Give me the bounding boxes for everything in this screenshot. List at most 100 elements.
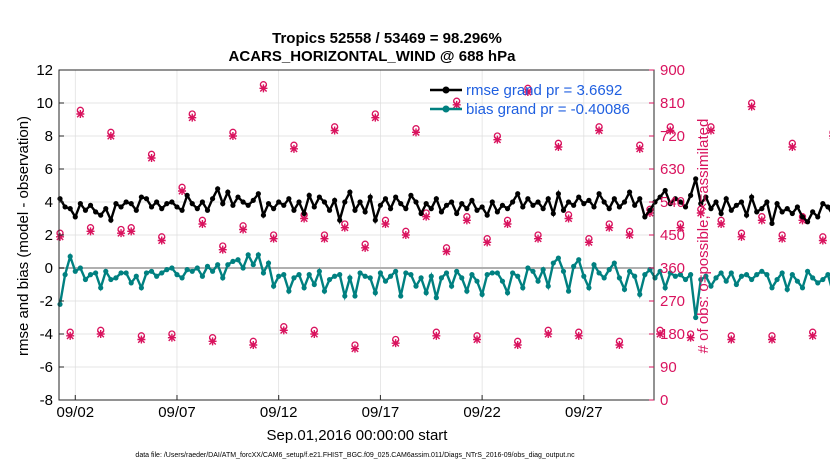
obs-assimilated-point bbox=[167, 333, 176, 342]
bias-point bbox=[204, 263, 211, 269]
bias-point bbox=[754, 272, 760, 278]
y-tick-label-left: 6 bbox=[45, 161, 53, 178]
obs-assimilated-point bbox=[656, 330, 665, 338]
rmse-point bbox=[677, 199, 684, 205]
x-tick-label: 09/02 bbox=[57, 404, 95, 421]
bias-point bbox=[713, 275, 719, 281]
bias-point bbox=[209, 268, 216, 274]
y-tick-label-left: -8 bbox=[40, 392, 53, 409]
rmse-point bbox=[799, 214, 806, 220]
rmse-point bbox=[764, 199, 770, 205]
rmse-point bbox=[733, 202, 739, 208]
rmse-point bbox=[98, 212, 104, 218]
rmse-point bbox=[743, 212, 750, 218]
bias-point bbox=[657, 268, 663, 274]
bias-point bbox=[789, 272, 795, 278]
bias-point bbox=[133, 273, 139, 279]
bias-point bbox=[352, 293, 358, 299]
rmse-point bbox=[220, 201, 226, 207]
obs-assimilated-series bbox=[56, 84, 830, 353]
x-tick-label: 09/22 bbox=[463, 404, 501, 421]
rmse-point bbox=[810, 209, 816, 215]
bias-point bbox=[820, 276, 826, 283]
rmse-point bbox=[754, 209, 760, 215]
rmse-point bbox=[408, 192, 414, 198]
bias-point bbox=[108, 276, 114, 283]
obs-assimilated-point bbox=[279, 326, 288, 335]
obs-assimilated-point bbox=[767, 335, 776, 344]
bias-point bbox=[759, 268, 765, 274]
bias-point bbox=[743, 272, 750, 278]
rmse-point bbox=[586, 197, 592, 203]
bias-point bbox=[306, 272, 312, 278]
bias-point bbox=[672, 273, 678, 279]
rmse-point bbox=[693, 176, 699, 182]
rmse-point bbox=[682, 204, 689, 210]
x-axis: 09/02 09/07 09/12 09/17 09/22 09/27 bbox=[57, 395, 603, 421]
bias-point bbox=[72, 268, 78, 274]
bias-point bbox=[677, 272, 684, 278]
y-tick-label-left: 10 bbox=[36, 95, 53, 112]
obs-assimilated-point bbox=[686, 333, 695, 342]
bias-point bbox=[347, 275, 353, 281]
rmse-point bbox=[204, 207, 211, 213]
rmse-point bbox=[337, 217, 343, 223]
bias-point bbox=[510, 270, 516, 276]
bias-point bbox=[448, 283, 455, 289]
rmse-point bbox=[454, 210, 460, 217]
rmse-point bbox=[489, 199, 495, 205]
rmse-point bbox=[637, 196, 643, 202]
rmse-point bbox=[352, 207, 358, 213]
obs-assimilated-point bbox=[584, 238, 593, 247]
rmse-point bbox=[230, 202, 236, 208]
rmse-point bbox=[510, 199, 516, 205]
rmse-point bbox=[286, 196, 292, 202]
obs-assimilated-point bbox=[208, 337, 217, 346]
bias-point bbox=[611, 260, 617, 266]
rmse-point bbox=[133, 207, 139, 213]
bias-point bbox=[179, 275, 185, 281]
bias-point bbox=[93, 270, 99, 276]
obs-assimilated-point bbox=[727, 335, 736, 344]
rmse-point bbox=[209, 196, 216, 202]
legend-bias-label: bias grand pr = -0.40086 bbox=[466, 101, 630, 118]
obs-assimilated-point bbox=[788, 143, 797, 151]
bias-point bbox=[586, 285, 592, 291]
bias-point bbox=[215, 262, 221, 268]
bias-point bbox=[428, 273, 434, 279]
rmse-point bbox=[718, 210, 724, 217]
bias-point bbox=[576, 257, 582, 263]
bias-point bbox=[642, 272, 648, 278]
x-tick-label: 09/07 bbox=[158, 404, 196, 421]
rmse-point bbox=[738, 199, 745, 205]
rmse-point bbox=[708, 206, 714, 212]
obs-assimilated-point bbox=[666, 126, 675, 135]
obs-assimilated-point bbox=[218, 245, 227, 254]
rmse-point bbox=[515, 191, 521, 197]
bias-point bbox=[520, 285, 526, 291]
bias-point bbox=[438, 275, 445, 281]
obs-assimilated-point bbox=[645, 209, 654, 217]
obs-assimilated-point bbox=[625, 231, 634, 239]
rmse-point bbox=[535, 199, 541, 205]
bias-point bbox=[525, 265, 531, 271]
rmse-point bbox=[723, 196, 729, 202]
bias-point bbox=[276, 273, 282, 279]
obs-assimilated-point bbox=[117, 229, 126, 238]
obs-assimilated-point bbox=[717, 220, 726, 228]
rmse-point bbox=[291, 207, 297, 213]
bias-point bbox=[596, 270, 602, 276]
bias-point bbox=[372, 290, 378, 296]
x-tick-label: 09/17 bbox=[362, 404, 400, 421]
bias-point bbox=[138, 285, 144, 291]
bias-point bbox=[321, 288, 328, 294]
rmse-point bbox=[118, 204, 124, 210]
bias-point bbox=[489, 270, 495, 276]
rmse-point bbox=[576, 194, 582, 200]
rmse-point bbox=[316, 194, 322, 200]
bias-point bbox=[301, 285, 307, 291]
rmse-point bbox=[448, 199, 455, 205]
rmse-point bbox=[591, 204, 597, 210]
legend-rmse-marker bbox=[442, 86, 450, 94]
